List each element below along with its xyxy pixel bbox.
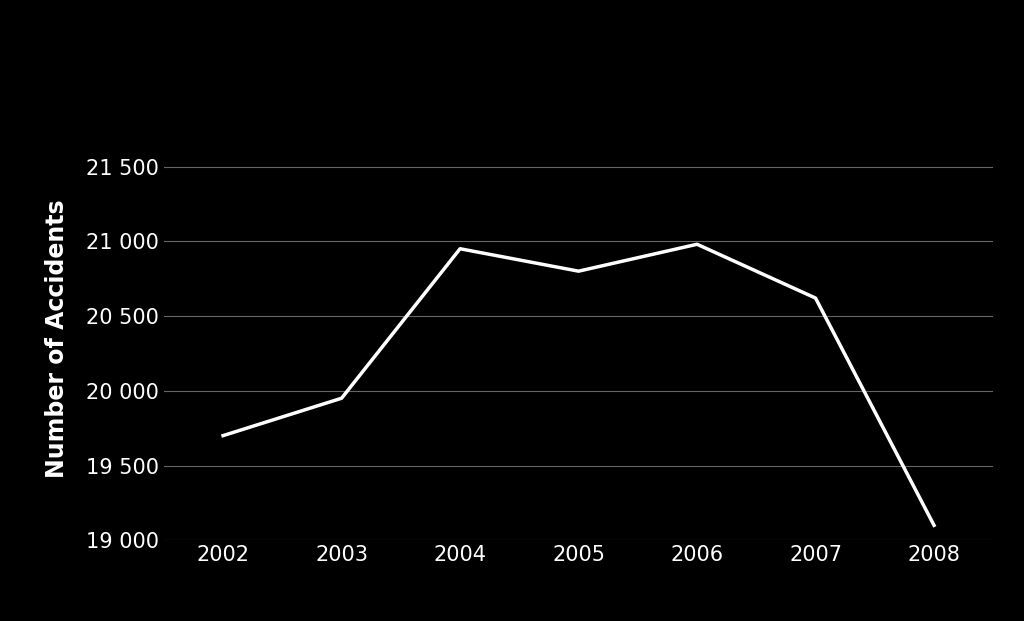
Y-axis label: Number of Accidents: Number of Accidents bbox=[45, 199, 70, 478]
